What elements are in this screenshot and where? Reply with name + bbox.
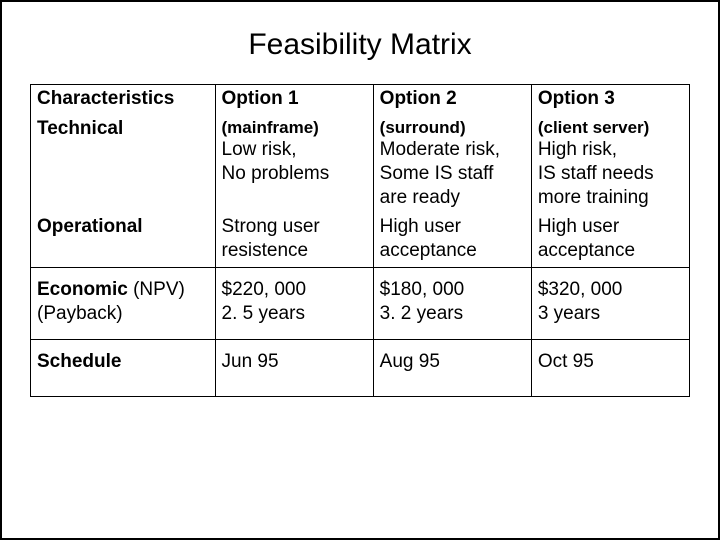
slide-frame: Feasibility Matrix Characteristics Optio… bbox=[0, 0, 720, 540]
subheader-opt3: (client server) bbox=[538, 117, 683, 138]
cell-operational-opt1: Strong user resistence bbox=[215, 213, 373, 267]
cell-technical-opt3: (client server) High risk,IS staff needs… bbox=[531, 115, 689, 214]
col-header-option3: Option 3 bbox=[531, 85, 689, 115]
row-label-technical: Technical bbox=[31, 115, 216, 214]
label-technical: Technical bbox=[37, 118, 123, 139]
table-header-row: Characteristics Option 1 Option 2 Option… bbox=[31, 85, 690, 115]
page-title: Feasibility Matrix bbox=[30, 28, 690, 62]
table-row-subheader-technical: Technical (mainframe) Low risk,No proble… bbox=[31, 115, 690, 214]
text-technical-opt3: High risk,IS staff needs more training bbox=[538, 138, 683, 209]
cell-operational-opt2: High user acceptance bbox=[373, 213, 531, 267]
row-label-operational: Operational bbox=[31, 213, 216, 267]
cell-schedule-opt2: Aug 95 bbox=[373, 340, 531, 397]
subheader-opt2: (surround) bbox=[380, 117, 525, 138]
label-economic-bold: Economic bbox=[37, 279, 128, 300]
cell-technical-opt2: (surround) Moderate risk,Some IS staff a… bbox=[373, 115, 531, 214]
cell-schedule-opt3: Oct 95 bbox=[531, 340, 689, 397]
text-technical-opt2: Moderate risk,Some IS staff are ready bbox=[380, 138, 525, 209]
cell-economic-opt2: $180, 0003. 2 years bbox=[373, 267, 531, 340]
col-header-characteristics: Characteristics bbox=[31, 85, 216, 115]
table-row-schedule: Schedule Jun 95 Aug 95 Oct 95 bbox=[31, 340, 690, 397]
row-label-schedule: Schedule bbox=[31, 340, 216, 397]
row-label-economic: Economic (NPV)(Payback) bbox=[31, 267, 216, 340]
subheader-opt1: (mainframe) bbox=[222, 117, 367, 138]
cell-economic-opt1: $220, 0002. 5 years bbox=[215, 267, 373, 340]
col-header-option1: Option 1 bbox=[215, 85, 373, 115]
cell-operational-opt3: High user acceptance bbox=[531, 213, 689, 267]
cell-technical-opt1: (mainframe) Low risk,No problems bbox=[215, 115, 373, 214]
text-technical-opt1: Low risk,No problems bbox=[222, 138, 367, 186]
cell-economic-opt3: $320, 0003 years bbox=[531, 267, 689, 340]
col-header-option2: Option 2 bbox=[373, 85, 531, 115]
cell-schedule-opt1: Jun 95 bbox=[215, 340, 373, 397]
feasibility-table: Characteristics Option 1 Option 2 Option… bbox=[30, 84, 690, 397]
table-row-economic: Economic (NPV)(Payback) $220, 0002. 5 ye… bbox=[31, 267, 690, 340]
table-row-operational: Operational Strong user resistence High … bbox=[31, 213, 690, 267]
